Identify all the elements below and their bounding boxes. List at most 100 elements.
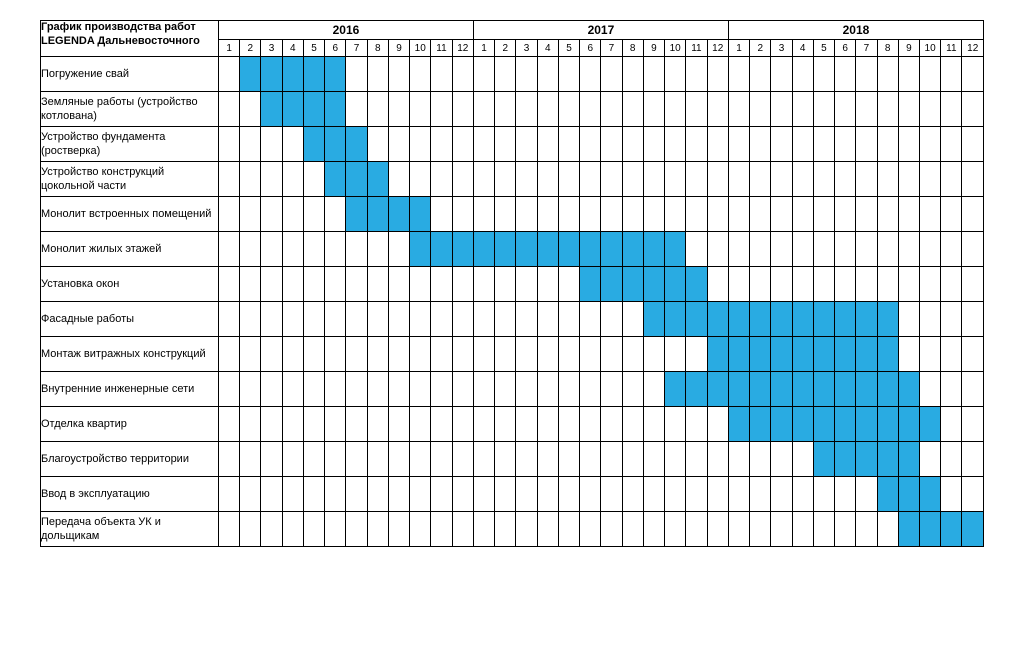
gantt-cell xyxy=(622,232,643,267)
gantt-cell xyxy=(261,267,282,302)
gantt-cell xyxy=(261,302,282,337)
task-label: Внутренние инженерные сети xyxy=(41,372,219,407)
gantt-cell xyxy=(580,162,601,197)
gantt-cell xyxy=(240,372,261,407)
gantt-cell xyxy=(835,372,856,407)
gantt-cell xyxy=(792,407,813,442)
gantt-cell xyxy=(962,197,984,232)
gantt-cell xyxy=(643,92,664,127)
gantt-cell xyxy=(303,302,324,337)
gantt-cell xyxy=(750,477,771,512)
gantt-cell xyxy=(856,302,877,337)
month-header: 6 xyxy=(835,40,856,57)
gantt-cell xyxy=(643,267,664,302)
gantt-cell xyxy=(813,127,834,162)
gantt-cell xyxy=(473,232,494,267)
gantt-cell xyxy=(750,337,771,372)
gantt-cell xyxy=(537,512,558,547)
gantt-cell xyxy=(665,127,686,162)
gantt-cell xyxy=(686,197,707,232)
gantt-cell xyxy=(601,232,622,267)
gantt-cell xyxy=(495,477,516,512)
gantt-cell xyxy=(856,267,877,302)
gantt-cell xyxy=(452,477,473,512)
gantt-cell xyxy=(495,232,516,267)
gantt-cell xyxy=(643,337,664,372)
gantt-cell xyxy=(792,302,813,337)
gantt-cell xyxy=(643,162,664,197)
gantt-cell xyxy=(835,127,856,162)
gantt-cell xyxy=(898,442,919,477)
gantt-cell xyxy=(303,267,324,302)
task-row: Установка окон xyxy=(41,267,984,302)
gantt-cell xyxy=(898,512,919,547)
gantt-cell xyxy=(962,512,984,547)
gantt-cell xyxy=(325,92,346,127)
gantt-cell xyxy=(920,267,941,302)
gantt-cell xyxy=(282,267,303,302)
month-header: 1 xyxy=(728,40,749,57)
gantt-cell xyxy=(856,407,877,442)
gantt-cell xyxy=(558,442,579,477)
gantt-cell xyxy=(346,407,367,442)
gantt-cell xyxy=(261,512,282,547)
gantt-cell xyxy=(601,407,622,442)
gantt-cell xyxy=(580,407,601,442)
gantt-cell xyxy=(665,267,686,302)
gantt-cell xyxy=(686,127,707,162)
gantt-cell xyxy=(686,232,707,267)
gantt-cell xyxy=(835,57,856,92)
gantt-cell xyxy=(431,162,452,197)
gantt-cell xyxy=(473,337,494,372)
gantt-cell xyxy=(665,442,686,477)
gantt-cell xyxy=(240,197,261,232)
gantt-cell xyxy=(282,302,303,337)
gantt-cell xyxy=(558,407,579,442)
gantt-cell xyxy=(771,127,792,162)
gantt-cell xyxy=(410,407,431,442)
gantt-cell xyxy=(452,407,473,442)
task-label: Монолит встроенных помещений xyxy=(41,197,219,232)
month-header: 1 xyxy=(473,40,494,57)
gantt-cell xyxy=(367,337,388,372)
gantt-cell xyxy=(665,337,686,372)
gantt-cell xyxy=(601,512,622,547)
gantt-cell xyxy=(580,127,601,162)
month-header: 2 xyxy=(240,40,261,57)
task-label: Устройство фундамента (ростверка) xyxy=(41,127,219,162)
gantt-cell xyxy=(388,92,409,127)
gantt-cell xyxy=(410,477,431,512)
task-row: Устройство конструкций цокольной части xyxy=(41,162,984,197)
gantt-cell xyxy=(962,127,984,162)
gantt-cell xyxy=(580,477,601,512)
gantt-cell xyxy=(452,92,473,127)
gantt-cell xyxy=(643,197,664,232)
month-header: 4 xyxy=(537,40,558,57)
gantt-cell xyxy=(601,372,622,407)
gantt-cell xyxy=(813,477,834,512)
month-header: 7 xyxy=(346,40,367,57)
gantt-cell xyxy=(325,197,346,232)
gantt-cell xyxy=(622,267,643,302)
gantt-cell xyxy=(877,92,898,127)
gantt-cell xyxy=(346,477,367,512)
gantt-cell xyxy=(431,477,452,512)
gantt-cell xyxy=(495,127,516,162)
gantt-cell xyxy=(835,442,856,477)
gantt-cell xyxy=(686,512,707,547)
gantt-cell xyxy=(728,162,749,197)
gantt-cell xyxy=(473,162,494,197)
gantt-cell xyxy=(835,197,856,232)
gantt-cell xyxy=(601,197,622,232)
gantt-cell xyxy=(750,442,771,477)
gantt-cell xyxy=(771,232,792,267)
gantt-cell xyxy=(537,92,558,127)
gantt-cell xyxy=(750,232,771,267)
gantt-cell xyxy=(367,57,388,92)
gantt-cell xyxy=(218,57,239,92)
gantt-cell xyxy=(367,442,388,477)
month-header: 2 xyxy=(750,40,771,57)
gantt-cell xyxy=(452,127,473,162)
gantt-cell xyxy=(537,197,558,232)
gantt-cell xyxy=(346,162,367,197)
